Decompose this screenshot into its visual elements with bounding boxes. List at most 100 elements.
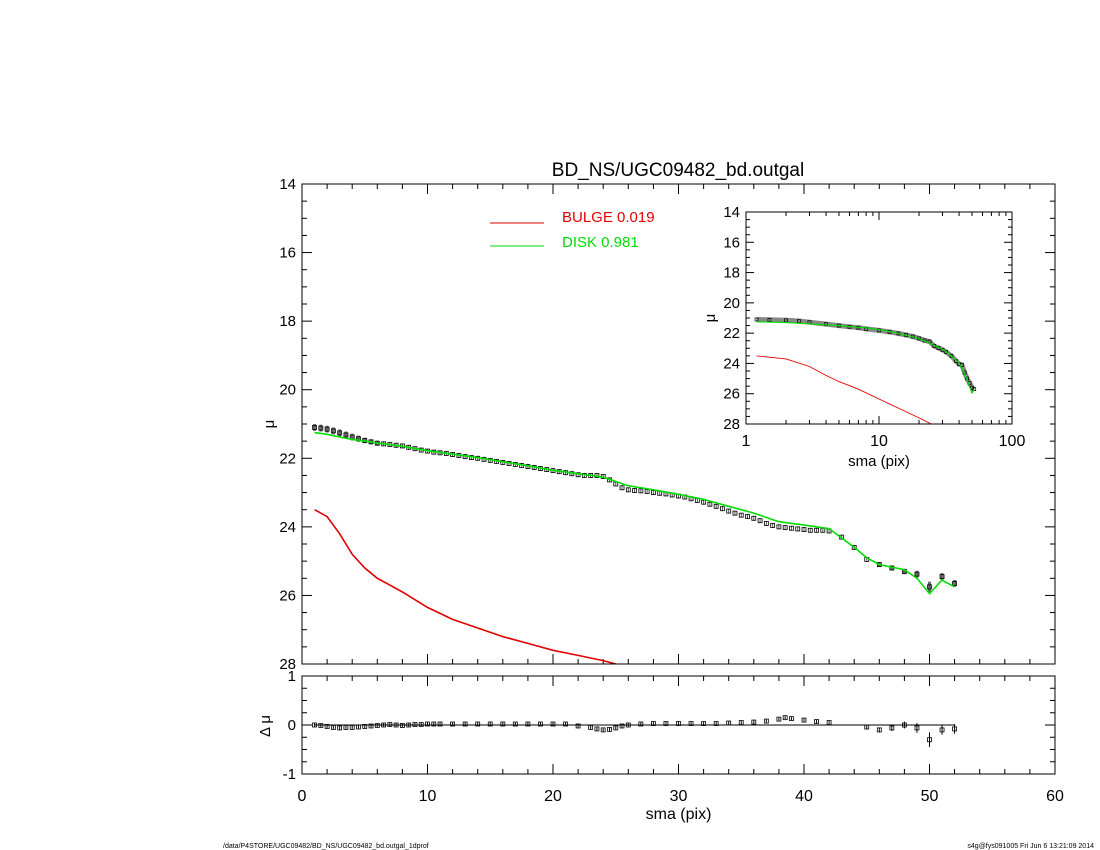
residual-point [651, 721, 656, 726]
residual-point [525, 721, 531, 727]
x-tick-label: 10 [419, 788, 437, 805]
inset-frame [745, 211, 1013, 425]
residual-point [393, 722, 399, 728]
data-point [795, 526, 801, 532]
y-axis-label: μ [261, 420, 278, 429]
main-frame [301, 183, 1056, 665]
residual-point [563, 721, 568, 727]
residual-point [362, 724, 368, 729]
residual-point [619, 723, 625, 729]
x-tick-label: 0 [298, 788, 307, 805]
residual-point [550, 721, 556, 727]
residual-point [487, 721, 493, 727]
residual-point [431, 721, 437, 727]
data-point [914, 571, 920, 577]
residual-point [789, 716, 794, 722]
residual-point [374, 723, 380, 728]
data-point [776, 524, 782, 530]
residual-point [318, 723, 324, 728]
residual-point [638, 721, 644, 727]
data-point [763, 521, 769, 526]
residual-point [412, 722, 418, 727]
x-tick-label: 1 [742, 433, 751, 450]
disk-model-line [314, 431, 955, 595]
data-point [707, 501, 713, 507]
residual-point [663, 721, 669, 726]
residual-point [939, 727, 945, 733]
x-tick-label: 60 [1046, 788, 1064, 805]
y-tick-label: 16 [723, 234, 740, 251]
data-point [851, 545, 857, 550]
residual-point [387, 722, 393, 727]
residual-point [324, 724, 330, 729]
residual-point [889, 725, 895, 731]
residual-point [600, 727, 606, 733]
residual-point [462, 721, 468, 727]
residual-point [701, 721, 706, 726]
residual-point [726, 720, 732, 726]
residual-point [349, 725, 355, 730]
data-point [782, 525, 788, 530]
data-point [720, 506, 725, 512]
y-tick-label: 14 [723, 204, 740, 221]
data-point [312, 425, 317, 430]
residual-point [437, 721, 443, 727]
data-point [797, 319, 801, 323]
residual-point [625, 722, 631, 728]
residual-frame [301, 675, 1056, 775]
disk-model-line [756, 321, 975, 395]
residual-point [676, 721, 681, 726]
data-point [939, 574, 945, 579]
y-tick-label: 26 [279, 587, 296, 604]
residual-point [751, 719, 757, 725]
y-tick-label: 20 [279, 382, 296, 399]
y-tick-label: 1 [288, 668, 296, 685]
residual-point [425, 721, 430, 727]
data-point [638, 488, 644, 494]
bulge-model-line [314, 508, 619, 664]
data-point [745, 514, 750, 519]
residual-point [782, 715, 788, 721]
residual-point [330, 725, 336, 730]
residual-point [902, 722, 907, 728]
residual-point [450, 721, 456, 727]
residual-point [399, 723, 405, 728]
footer-stamp: s4g@fys091005 Fri Jun 6 13:21:09 2014 [967, 843, 1094, 850]
data-point [632, 488, 637, 493]
x-tick-label: 20 [544, 788, 562, 805]
y-tick-label: 0 [288, 717, 296, 734]
data-point [732, 510, 738, 516]
y-tick-label: 28 [723, 416, 740, 433]
y-tick-label: 18 [279, 313, 296, 330]
y-tick-label: 14 [279, 176, 296, 193]
residual-point [368, 723, 374, 729]
residual-point [500, 721, 506, 727]
y-tick-label: 28 [279, 656, 296, 673]
residual-point [738, 720, 744, 725]
residual-point [814, 719, 819, 724]
residual-point [801, 717, 807, 723]
residual-point [312, 722, 317, 728]
bulge-model-line [756, 355, 933, 424]
residual-point [475, 721, 481, 727]
data-point [343, 432, 349, 438]
legend-disk-label: DISK 0.981 [562, 234, 639, 251]
x-axis-label: sma (pix) [646, 806, 712, 823]
y-tick-label: -1 [283, 766, 296, 783]
data-point [784, 318, 788, 323]
y-axis-label: μ [702, 314, 719, 323]
data-point [767, 317, 772, 322]
residual-point [406, 722, 412, 728]
residual-point [588, 725, 594, 730]
data-point [337, 430, 343, 436]
residual-point [356, 724, 361, 730]
data-point [807, 527, 813, 533]
residual-point [594, 726, 600, 732]
data-point [324, 426, 330, 432]
data-point [814, 527, 819, 533]
residual-point [927, 737, 932, 743]
y-tick-label: 18 [723, 265, 740, 282]
residual-point [826, 720, 832, 725]
